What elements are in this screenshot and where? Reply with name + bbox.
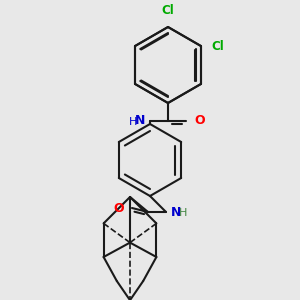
Text: H: H: [129, 117, 137, 127]
Text: O: O: [194, 115, 205, 128]
Text: Cl: Cl: [162, 4, 174, 17]
Text: Cl: Cl: [211, 40, 224, 52]
Text: N: N: [135, 115, 145, 128]
Text: H: H: [179, 208, 188, 218]
Text: O: O: [113, 202, 124, 214]
Text: N: N: [171, 206, 181, 218]
